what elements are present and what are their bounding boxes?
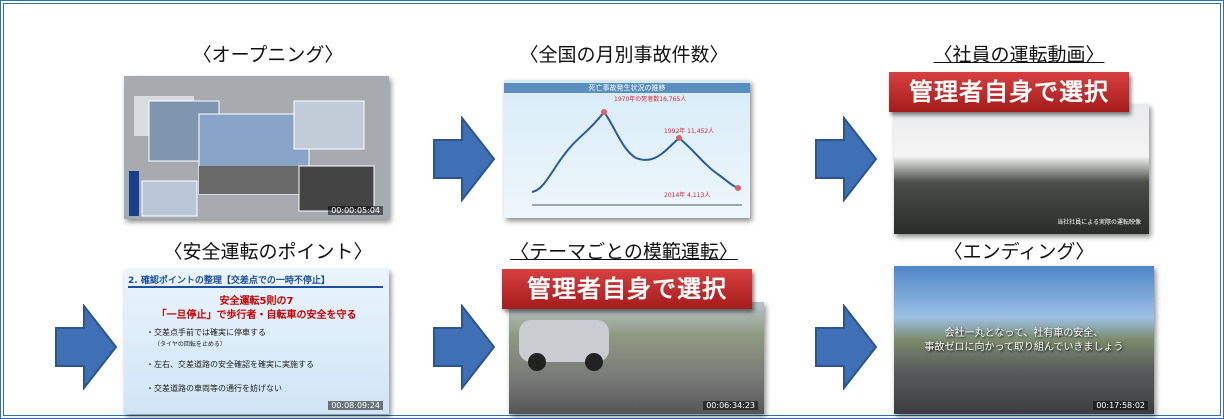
slide-lead: 「一旦停止」で歩行者・自転車の安全を守る	[124, 306, 389, 321]
model-image: 00:06:34:23	[509, 302, 764, 414]
bullet: ・左右、交差道路の安全確認を確実に実施する	[146, 359, 314, 370]
collage	[124, 76, 389, 219]
message: 会社一丸となって、社有車の安全、	[894, 324, 1154, 339]
ending-image: 会社一丸となって、社有車の安全、 事故ゼロに向かって取り組んでいきましょう 00…	[894, 266, 1154, 414]
bullet: （タイヤの回転を止める）	[154, 339, 226, 348]
panel-title: 〈全国の月別事故件数〉	[464, 40, 784, 67]
arrow	[432, 304, 496, 390]
arrow	[814, 116, 878, 202]
panel-title: 〈社員の運転動画〉	[859, 40, 1179, 67]
chart-image: 死亡事故発生状況の推移 1970年の死者数16,765人 1992年 11,45…	[504, 80, 750, 218]
chart-title: 死亡事故発生状況の推移	[504, 83, 750, 93]
car	[509, 302, 764, 414]
banner: 管理者自身で選択	[889, 72, 1129, 112]
panel-title: 〈テーマごとの模範運転〉	[464, 237, 784, 264]
arrow	[54, 304, 118, 390]
timestamp: 00:08:09:24	[328, 401, 383, 410]
panel-title: 〈オープニング〉	[108, 40, 428, 67]
timestamp: 00:00:05:04	[328, 206, 383, 215]
panel-title: 〈安全運転のポイント〉	[108, 237, 428, 264]
timestamp: 00:17:58:02	[1093, 401, 1148, 410]
opening-image: 00:00:05:04	[124, 76, 389, 219]
annotation: 1970年の死者数16,765人	[614, 94, 686, 103]
annotation: 1992年 11,452人	[664, 126, 714, 135]
annotation: 2014年 4,113人	[664, 190, 710, 199]
timestamp: 00:06:34:23	[703, 401, 758, 410]
arrow	[432, 116, 496, 202]
caption: 当社社員による実際の運転映像	[1057, 217, 1141, 226]
panel-title: 〈エンディング〉	[859, 237, 1179, 264]
bullet: ・交差道路の車両等の通行を妨げない	[146, 383, 282, 394]
driving-image: 当社社員による実際の運転映像	[894, 104, 1149, 234]
bullet: ・交差点手前では確実に停車する	[146, 327, 266, 338]
banner: 管理者自身で選択	[502, 269, 752, 309]
slide-heading: 2. 確認ポイントの整理【交差点での一時不停止】	[128, 273, 383, 288]
arrow	[814, 304, 878, 390]
message: 事故ゼロに向かって取り組んでいきましょう	[894, 338, 1154, 353]
page: 〈オープニング〉 〈全国の月別事故件数〉 〈社員の運転動画〉 〈安全運転のポイン…	[0, 0, 1224, 419]
slide-image: 2. 確認ポイントの整理【交差点での一時不停止】 安全運転5則の7 「一旦停止」…	[124, 269, 389, 414]
slide-rule: 安全運転5則の7	[124, 292, 389, 307]
